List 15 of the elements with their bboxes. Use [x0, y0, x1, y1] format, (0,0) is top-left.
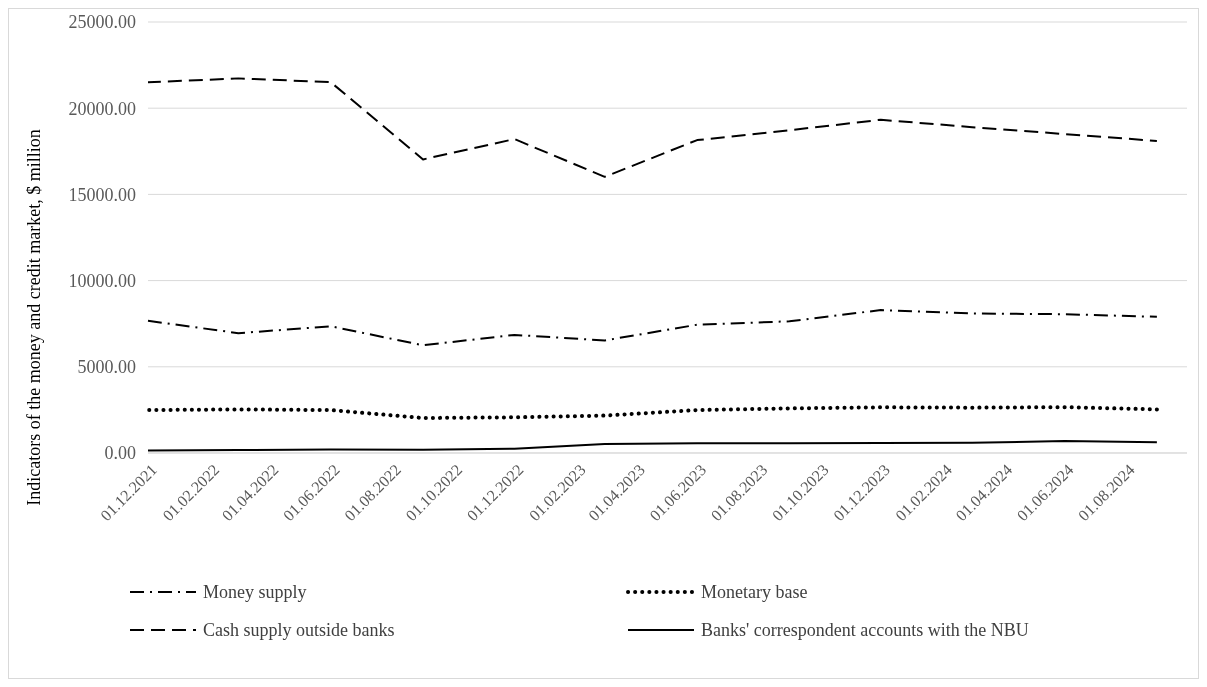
legend-label: Monetary base	[701, 582, 808, 603]
legend-label: Cash supply outside banks	[203, 620, 395, 641]
legend-label: Money supply	[203, 582, 307, 603]
y-axis-title: Indicators of the money and credit market, $ million	[24, 129, 44, 506]
line-series	[147, 309, 1158, 347]
y-tick-label: 15000.00	[68, 184, 136, 205]
y-tick-label: 0.00	[104, 443, 136, 464]
line-series	[146, 405, 1159, 420]
line-series	[147, 77, 1158, 178]
y-tick-label: 20000.00	[68, 98, 136, 119]
y-tick-label: 5000.00	[77, 357, 136, 378]
legend-label: Banks' correspondent accounts with the NBU	[701, 620, 1029, 641]
y-tick-label: 25000.00	[68, 12, 136, 33]
y-tick-label: 10000.00	[68, 270, 136, 291]
line-series	[147, 439, 1158, 452]
